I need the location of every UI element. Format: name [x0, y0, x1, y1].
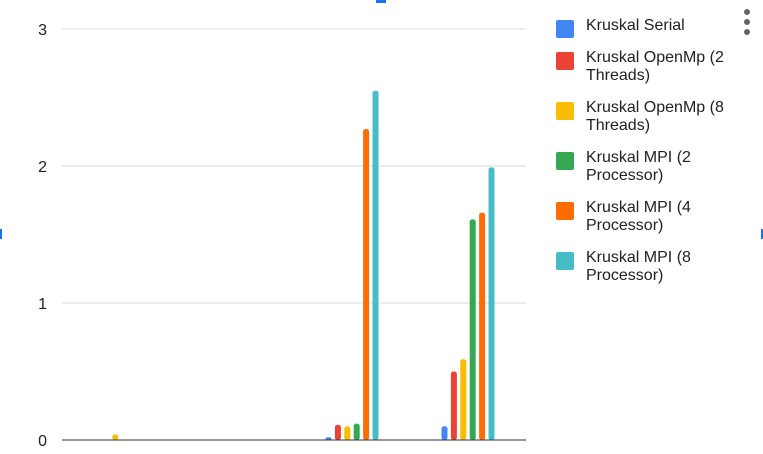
y-axis-tick-labels: 0 1 2 3	[38, 22, 47, 450]
legend-label-line1: Kruskal MPI (8	[586, 249, 691, 266]
legend-swatch	[556, 202, 574, 220]
menu-dot	[744, 9, 750, 15]
legend-item-kruskal-mpi-4-processor[interactable]: Kruskal MPI (4 Processor)	[556, 199, 756, 235]
bar[interactable]	[372, 90, 379, 440]
bar[interactable]	[112, 434, 119, 441]
legend-item-kruskal-mpi-2-processor[interactable]: Kruskal MPI (2 Processor)	[556, 149, 756, 185]
y-tick-label: 1	[38, 296, 47, 313]
legend-label-line1: Kruskal OpenMp (2	[586, 49, 724, 66]
menu-dot	[744, 29, 750, 35]
bar[interactable]	[325, 437, 332, 440]
bar[interactable]	[488, 167, 495, 440]
legend-label-line1: Kruskal Serial	[586, 17, 685, 34]
legend-label-line1: Kruskal MPI (4	[586, 199, 691, 216]
legend-swatch	[556, 102, 574, 120]
y-tick-label: 3	[38, 22, 47, 39]
legend-swatch	[556, 152, 574, 170]
bar[interactable]	[363, 129, 370, 440]
y-tick-label: 0	[38, 433, 47, 450]
more-vert-icon[interactable]	[740, 9, 754, 35]
bar[interactable]	[479, 212, 486, 440]
legend-item-kruskal-mpi-8-processor[interactable]: Kruskal MPI (8 Processor)	[556, 249, 756, 285]
legend-label-line2: Threads)	[586, 117, 651, 134]
legend-swatch	[556, 52, 574, 70]
bar[interactable]	[353, 423, 360, 440]
bar[interactable]	[441, 426, 448, 440]
bars	[112, 90, 495, 441]
legend-label-line2: Processor)	[586, 267, 664, 284]
legend-swatch	[556, 20, 574, 38]
legend-item-kruskal-openmp-8-threads[interactable]: Kruskal OpenMp (8 Threads)	[556, 99, 756, 135]
bar[interactable]	[334, 424, 341, 440]
bar[interactable]	[460, 359, 467, 440]
legend-label-line2: Threads)	[586, 67, 651, 84]
bar[interactable]	[344, 426, 351, 440]
bar[interactable]	[450, 371, 457, 441]
legend: Kruskal Serial Kruskal OpenMp (2 Threads…	[556, 17, 756, 299]
legend-label-line1: Kruskal MPI (2	[586, 149, 691, 166]
selection-handle-top[interactable]	[376, 0, 386, 3]
gridlines	[62, 28, 526, 304]
legend-label-line2: Processor)	[586, 167, 664, 184]
legend-swatch	[556, 252, 574, 270]
y-tick-label: 2	[38, 159, 47, 176]
selection-handle-right[interactable]	[761, 229, 763, 239]
menu-dot	[744, 19, 750, 25]
legend-label-line2: Processor)	[586, 217, 664, 234]
legend-item-kruskal-serial[interactable]: Kruskal Serial	[556, 17, 756, 38]
bar[interactable]	[469, 219, 476, 440]
legend-item-kruskal-openmp-2-threads[interactable]: Kruskal OpenMp (2 Threads)	[556, 49, 756, 85]
selection-handle-left[interactable]	[0, 229, 2, 239]
legend-label-line1: Kruskal OpenMp (8	[586, 99, 724, 116]
